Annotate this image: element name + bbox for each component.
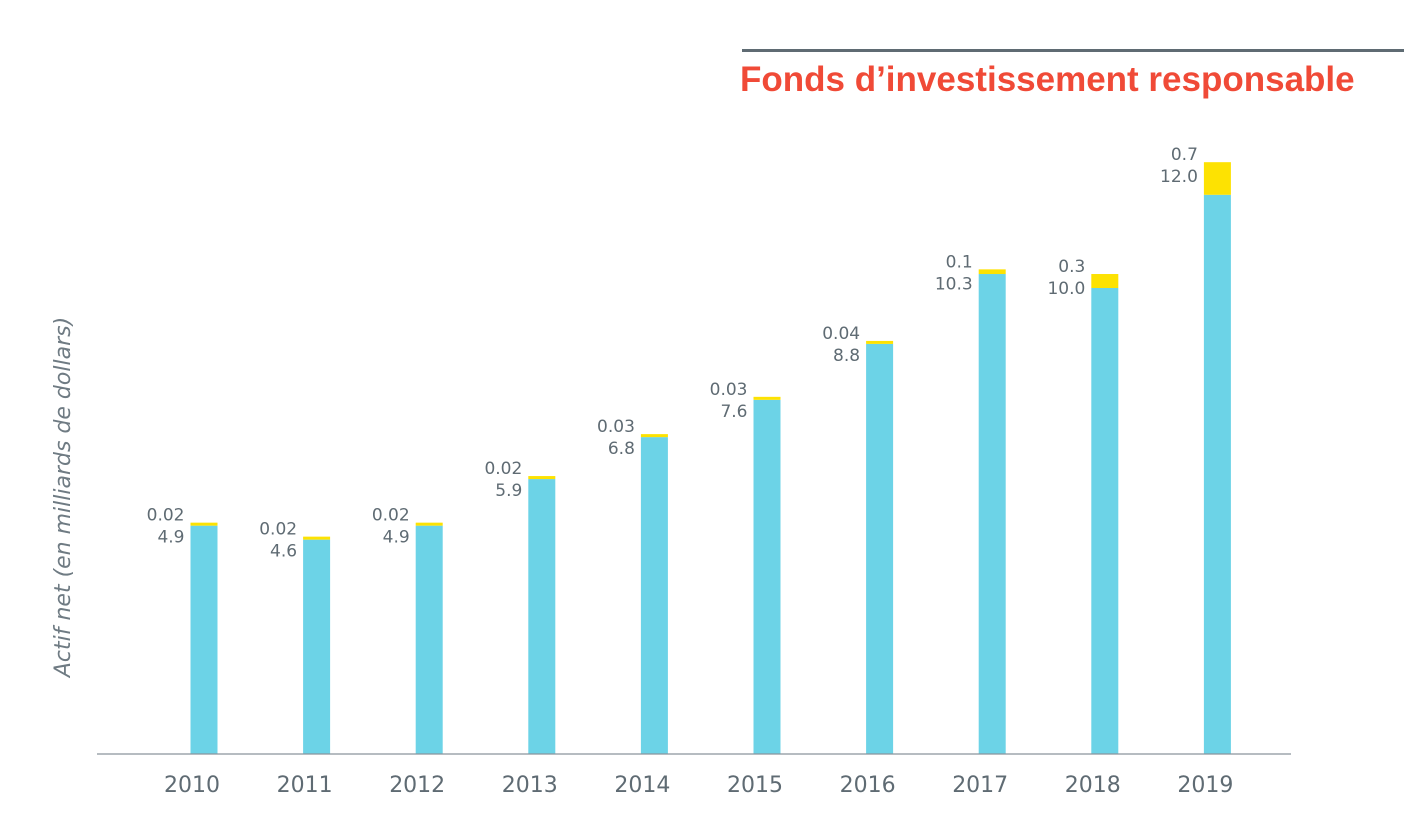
data-label-top-2012: 0.02	[372, 506, 410, 526]
bar-top-2018	[1091, 274, 1119, 288]
bar-top-2016	[866, 340, 894, 344]
bar-top-2010	[190, 522, 218, 526]
bar-main-2019	[1203, 194, 1231, 755]
data-label-top-2017: 0.1	[946, 252, 973, 272]
data-label-top-2015: 0.03	[710, 380, 748, 400]
bar-main-2018	[1091, 288, 1119, 754]
data-label-main-2013: 5.9	[495, 481, 522, 501]
bar-top-2011	[303, 536, 331, 540]
x-tick-2012: 2012	[389, 773, 445, 798]
data-label-top-2011: 0.02	[259, 520, 297, 540]
bar-top-2012	[415, 522, 443, 526]
x-tick-2011: 2011	[277, 773, 333, 798]
x-tick-2016: 2016	[840, 773, 896, 798]
title-rule	[742, 49, 1404, 52]
data-label-main-2016: 8.8	[833, 346, 860, 366]
data-label-main-2014: 6.8	[608, 439, 635, 459]
bar-main-2016	[866, 343, 894, 754]
bar-main-2014	[640, 437, 668, 754]
bar-main-2015	[753, 399, 781, 754]
bars-group: 0.024.9 0.024.60.024.90.025.90.036.80.037…	[147, 145, 1231, 755]
bar-top-2015	[753, 396, 781, 400]
data-label-top-2014: 0.03	[597, 417, 635, 437]
bar-top-2013	[528, 476, 556, 480]
x-tick-2018: 2018	[1065, 773, 1121, 798]
bar-top-2014	[640, 434, 668, 438]
x-tick-2015: 2015	[727, 773, 783, 798]
data-label-top-2019: 0.7	[1171, 145, 1198, 165]
data-label-main-2019: 12.0	[1160, 167, 1198, 187]
x-tick-2017: 2017	[952, 773, 1008, 798]
data-label-top-2018: 0.3	[1058, 257, 1085, 277]
x-tick-labels: 2010 2011 2012 2013 2014 2015 2016 2017 2018 2019	[164, 773, 1233, 798]
data-label-main-2012: 4.9	[383, 528, 410, 548]
bar-top-2019	[1203, 162, 1231, 195]
data-label-main-2010: 4.9	[157, 528, 184, 548]
y-axis-label: Actif net (en milliards de dollars)	[51, 317, 76, 679]
data-label-main-2018: 10.0	[1047, 279, 1085, 299]
data-label-main-2017: 10.3	[935, 274, 973, 294]
x-tick-2019: 2019	[1177, 773, 1233, 798]
bar-top-2017	[978, 269, 1006, 275]
bar-main-2013	[528, 479, 556, 754]
data-label-top-2016: 0.04	[822, 324, 860, 344]
x-tick-2013: 2013	[502, 773, 558, 798]
x-tick-2014: 2014	[614, 773, 670, 798]
data-label-main-2015: 7.6	[720, 402, 747, 422]
bar-main-2011	[303, 539, 331, 754]
bar-main-2012	[415, 525, 443, 754]
bar-main-2017	[978, 274, 1006, 754]
data-label-top-2013: 0.02	[484, 459, 522, 479]
x-tick-2010: 2010	[164, 773, 220, 798]
chart-title: Fonds d’investissement responsable	[740, 60, 1355, 99]
bar-main-2010	[190, 525, 218, 754]
data-label-main-2011: 4.6	[270, 542, 297, 562]
data-label-top-2010: 0.02	[147, 506, 185, 526]
